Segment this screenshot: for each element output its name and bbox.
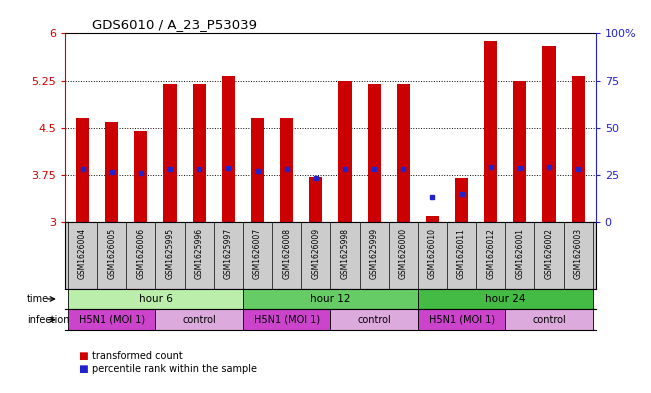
Text: control: control bbox=[532, 315, 566, 325]
Bar bbox=[368, 84, 381, 222]
Text: GSM1626012: GSM1626012 bbox=[486, 228, 495, 279]
Bar bbox=[339, 81, 352, 222]
Text: percentile rank within the sample: percentile rank within the sample bbox=[92, 364, 257, 375]
Text: infection: infection bbox=[27, 315, 70, 325]
Text: GSM1626008: GSM1626008 bbox=[282, 228, 291, 279]
Bar bbox=[163, 84, 176, 222]
Bar bbox=[68, 288, 243, 309]
Text: H5N1 (MOI 1): H5N1 (MOI 1) bbox=[428, 315, 495, 325]
Bar bbox=[76, 118, 89, 222]
Text: GSM1626002: GSM1626002 bbox=[544, 228, 553, 279]
Bar bbox=[426, 216, 439, 222]
Bar bbox=[513, 81, 527, 222]
Bar bbox=[243, 288, 418, 309]
Text: hour 24: hour 24 bbox=[485, 294, 525, 304]
Bar bbox=[243, 309, 331, 330]
Bar bbox=[572, 76, 585, 222]
Text: H5N1 (MOI 1): H5N1 (MOI 1) bbox=[79, 315, 145, 325]
Text: GSM1626004: GSM1626004 bbox=[78, 228, 87, 279]
Bar bbox=[484, 41, 497, 222]
Text: GSM1625998: GSM1625998 bbox=[340, 228, 350, 279]
Bar bbox=[222, 76, 235, 222]
Bar bbox=[542, 46, 555, 222]
Text: hour 12: hour 12 bbox=[310, 294, 351, 304]
Text: GSM1625996: GSM1625996 bbox=[195, 228, 204, 279]
Bar bbox=[309, 177, 322, 222]
Text: GDS6010 / A_23_P53039: GDS6010 / A_23_P53039 bbox=[92, 18, 256, 31]
Bar bbox=[251, 118, 264, 222]
Text: hour 6: hour 6 bbox=[139, 294, 173, 304]
Text: GSM1626005: GSM1626005 bbox=[107, 228, 117, 279]
Bar bbox=[156, 309, 243, 330]
Bar bbox=[193, 84, 206, 222]
Text: GSM1626000: GSM1626000 bbox=[399, 228, 408, 279]
Bar bbox=[134, 131, 148, 222]
Text: H5N1 (MOI 1): H5N1 (MOI 1) bbox=[254, 315, 320, 325]
Text: GSM1625995: GSM1625995 bbox=[165, 228, 174, 279]
Text: ■: ■ bbox=[78, 351, 88, 361]
Bar bbox=[280, 118, 293, 222]
Bar bbox=[505, 309, 593, 330]
Text: GSM1626010: GSM1626010 bbox=[428, 228, 437, 279]
Text: control: control bbox=[182, 315, 216, 325]
Bar bbox=[418, 309, 505, 330]
Bar bbox=[330, 309, 418, 330]
Bar bbox=[68, 309, 156, 330]
Text: GSM1626003: GSM1626003 bbox=[574, 228, 583, 279]
Bar bbox=[418, 288, 593, 309]
Bar bbox=[396, 84, 410, 222]
Text: ■: ■ bbox=[78, 364, 88, 375]
Text: transformed count: transformed count bbox=[92, 351, 183, 361]
Text: GSM1626001: GSM1626001 bbox=[516, 228, 524, 279]
Text: GSM1626009: GSM1626009 bbox=[311, 228, 320, 279]
Text: GSM1625999: GSM1625999 bbox=[370, 228, 379, 279]
Text: GSM1626011: GSM1626011 bbox=[457, 228, 466, 279]
Text: control: control bbox=[357, 315, 391, 325]
Bar bbox=[455, 178, 468, 222]
Text: GSM1625997: GSM1625997 bbox=[224, 228, 233, 279]
Bar bbox=[105, 121, 118, 222]
Text: GSM1626006: GSM1626006 bbox=[137, 228, 145, 279]
Text: time: time bbox=[27, 294, 49, 304]
Text: GSM1626007: GSM1626007 bbox=[253, 228, 262, 279]
